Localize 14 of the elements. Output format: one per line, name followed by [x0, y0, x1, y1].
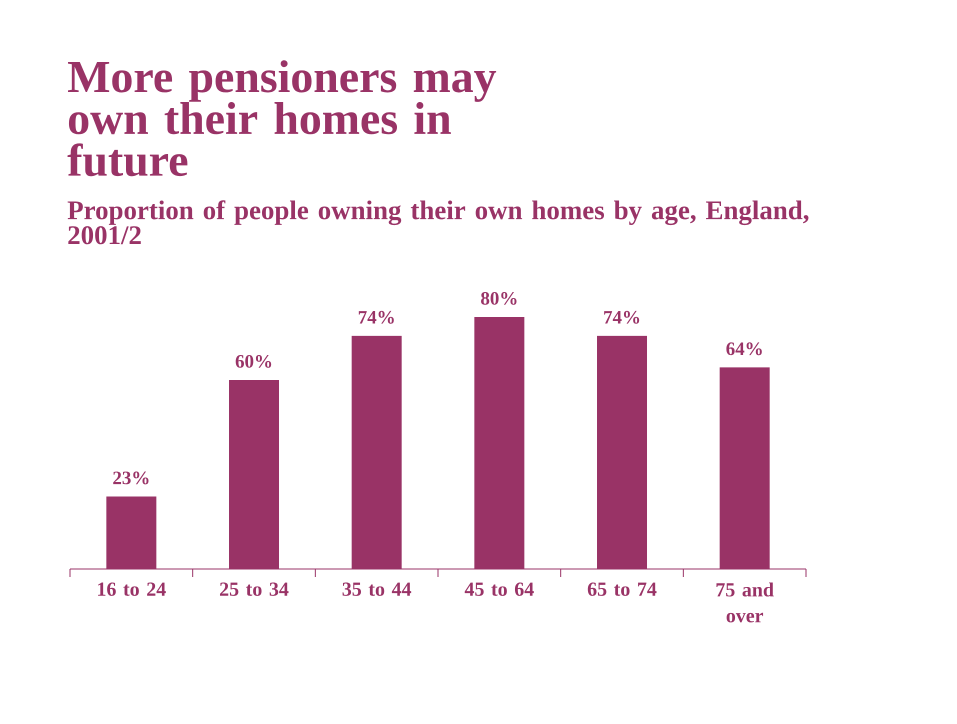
data-label: 80%: [481, 292, 516, 305]
data-label: 23%: [113, 472, 148, 484]
data-label: 64%: [726, 342, 762, 356]
x-tick-label: 25 to 34: [220, 582, 288, 596]
data-label: 74%: [604, 310, 640, 324]
x-tick-label: 65 to 74: [588, 582, 656, 596]
chart-subtitle: Proportion of people owning their own homes by age, England, 2001/2: [68, 200, 808, 244]
data-label: 60%: [236, 354, 272, 368]
x-tick-label: 75 and over: [716, 582, 774, 622]
x-tick-label: 45 to 64: [464, 582, 534, 596]
data-label: 74%: [358, 310, 394, 324]
x-tick-label: 35 to 44: [342, 582, 412, 596]
x-tick-label: 16 to 24: [98, 582, 166, 596]
chart-title: More pensioners may own their homes in future: [68, 60, 496, 176]
